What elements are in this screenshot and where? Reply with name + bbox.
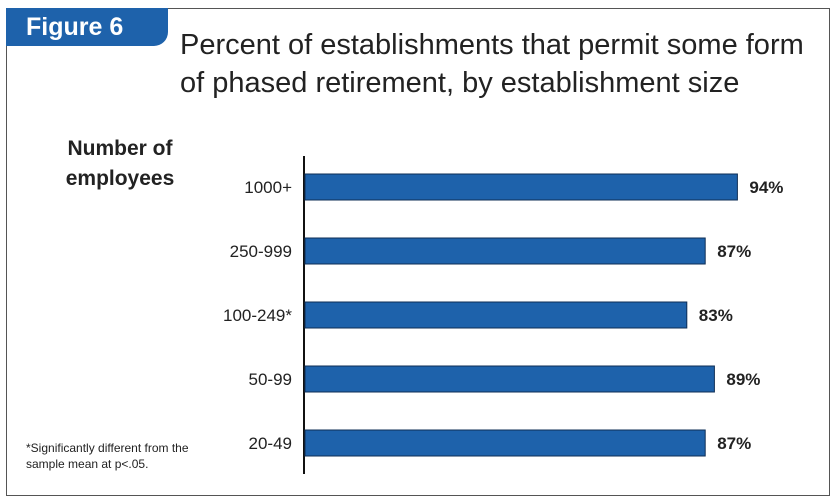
data-label-4: 87% (717, 434, 751, 453)
data-label-2: 83% (699, 306, 733, 325)
data-label-1: 87% (717, 242, 751, 261)
chart-title: Percent of establishments that permit so… (180, 29, 804, 99)
bar-1 (304, 237, 706, 265)
category-label-1: 250-999 (230, 242, 292, 261)
category-label-3: 50-99 (249, 370, 292, 389)
data-label-3: 89% (726, 370, 760, 389)
category-label-0: 1000+ (244, 178, 292, 197)
bar-0 (304, 173, 738, 201)
bar-4 (304, 429, 706, 457)
bar-2 (304, 301, 688, 329)
bar-3 (304, 365, 715, 393)
data-label-0: 94% (749, 178, 783, 197)
footnote: *Significantly different from the sample… (26, 441, 189, 471)
category-label-2: 100-249* (223, 306, 292, 325)
y-axis-title: Number of employees (65, 137, 175, 190)
figure-tab: Figure 6 (6, 8, 168, 46)
figure-label: Figure 6 (26, 13, 124, 41)
category-label-4: 20-49 (249, 434, 292, 453)
